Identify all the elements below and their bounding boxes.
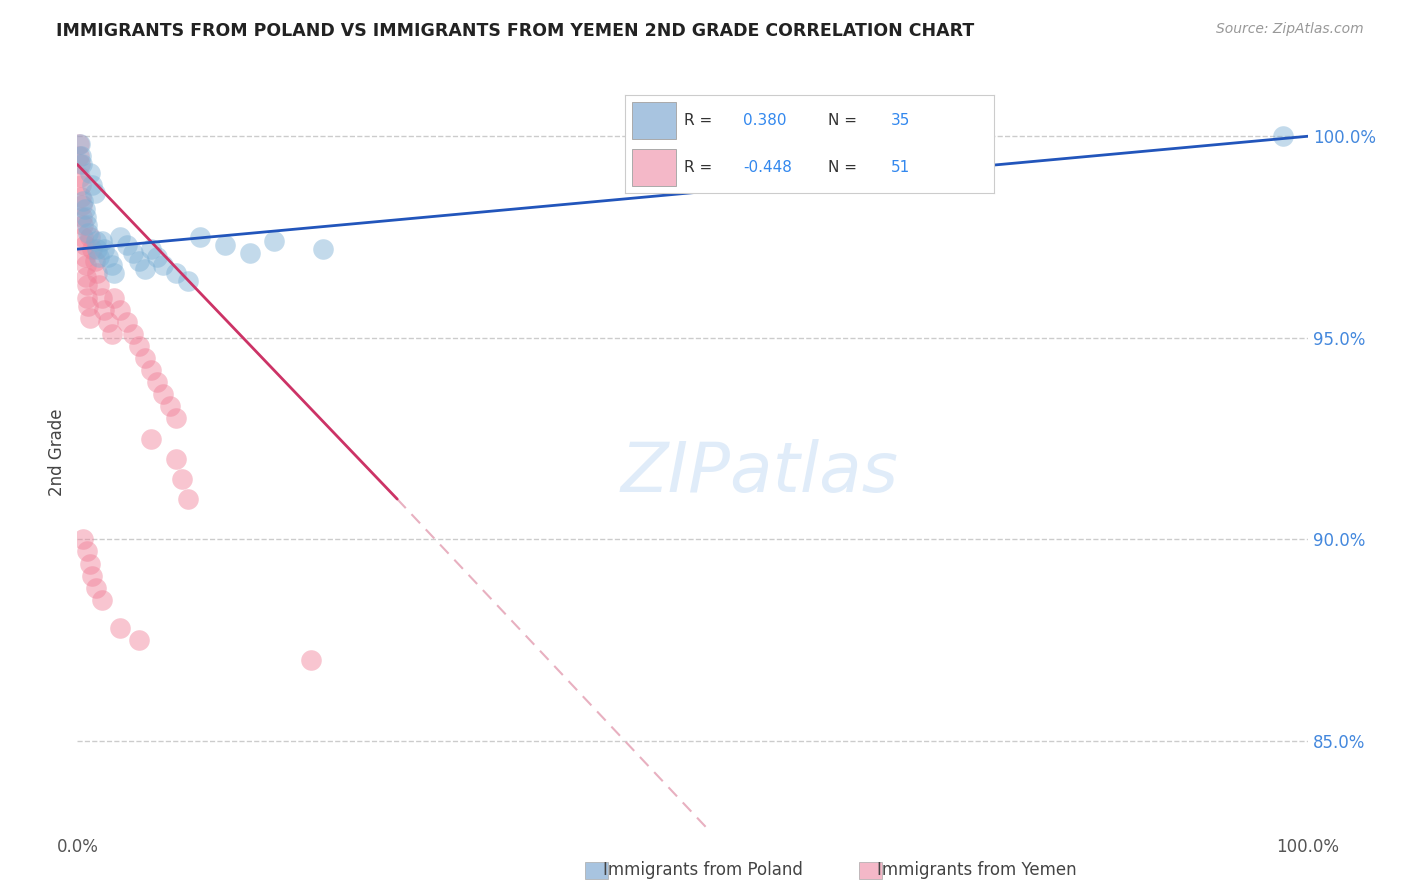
Point [82,178,104,192]
Point [75,258,97,272]
Point [152,387,174,401]
Point [73,202,96,216]
Point [110,302,132,317]
Point [152,258,174,272]
Point [76,218,98,232]
Point [101,326,124,341]
Point [70,149,93,163]
Point [79,310,101,325]
Point [165,266,187,280]
Point [67,137,90,152]
Point [70,190,93,204]
Point [72,533,94,547]
Point [75,270,97,285]
Point [72,194,94,208]
Text: ZIPatlas: ZIPatlas [620,439,898,507]
Point [146,375,169,389]
Point [170,472,193,486]
Point [128,633,150,648]
Point [134,262,156,277]
Point [159,400,181,414]
Point [75,210,97,224]
Point [79,230,101,244]
Point [128,254,150,268]
Point [165,411,187,425]
Point [76,291,98,305]
Point [121,246,143,260]
Point [69,169,91,184]
Point [73,250,96,264]
Point [90,234,114,248]
Point [103,291,125,305]
Point [97,250,120,264]
Point [76,278,98,293]
Point [70,157,93,171]
Point [82,568,104,582]
Point [177,274,200,288]
Point [134,351,156,365]
Point [84,234,107,248]
Point [1272,129,1295,144]
Text: Immigrants from Poland: Immigrants from Poland [603,861,803,879]
Point [110,230,132,244]
Point [97,315,120,329]
Point [86,266,108,280]
Point [82,242,104,256]
Point [86,242,108,256]
Point [115,238,138,252]
Point [128,339,150,353]
Point [72,218,94,232]
Point [89,250,111,264]
Point [72,230,94,244]
Point [76,544,98,558]
Point [141,432,163,446]
Point [177,491,200,506]
Point [103,266,125,280]
Point [90,291,114,305]
Point [165,451,187,466]
Point [79,165,101,179]
Point [77,226,100,240]
Point [77,299,100,313]
Point [146,250,169,264]
Point [121,326,143,341]
Point [190,230,212,244]
Point [115,315,138,329]
Point [69,157,91,171]
Point [299,653,322,667]
Text: Immigrants from Yemen: Immigrants from Yemen [877,861,1077,879]
Point [70,178,93,192]
Point [263,234,285,248]
Point [90,592,114,607]
Point [141,363,163,377]
Point [93,302,115,317]
Point [83,254,105,268]
Point [84,581,107,595]
Point [110,621,132,635]
Point [70,210,93,224]
Text: IMMIGRANTS FROM POLAND VS IMMIGRANTS FROM YEMEN 2ND GRADE CORRELATION CHART: IMMIGRANTS FROM POLAND VS IMMIGRANTS FRO… [56,22,974,40]
Point [141,242,163,256]
Y-axis label: 2nd Grade: 2nd Grade [48,409,66,497]
Point [93,242,115,256]
Point [312,242,335,256]
Point [79,557,101,571]
Point [67,149,90,163]
Point [83,186,105,200]
Text: Source: ZipAtlas.com: Source: ZipAtlas.com [1216,22,1364,37]
Point [89,278,111,293]
Point [101,258,124,272]
Point [69,137,91,152]
Point [70,198,93,212]
Point [214,238,236,252]
Point [239,246,262,260]
Point [73,238,96,252]
